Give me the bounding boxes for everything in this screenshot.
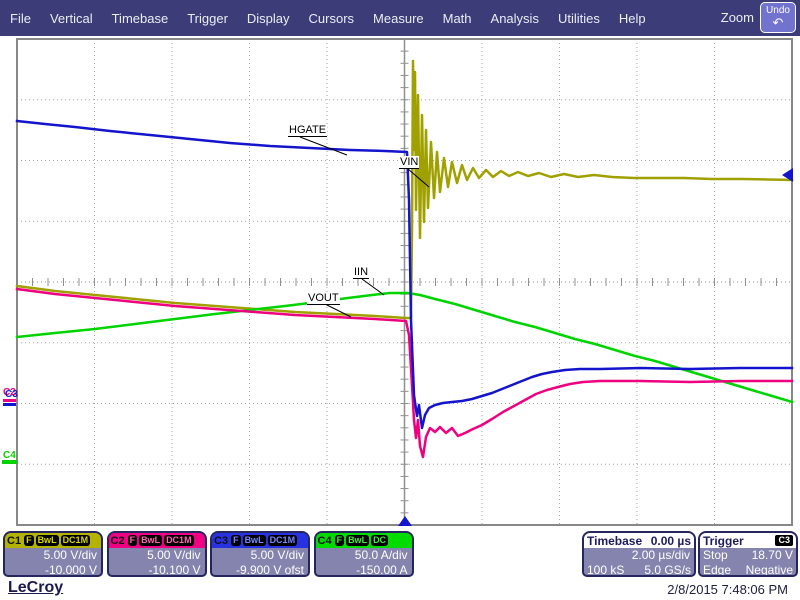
channel-offset: -150.00 A <box>356 563 408 577</box>
channel-id-label: C2 <box>110 534 125 547</box>
trigger-source-badge: C3 <box>775 535 793 546</box>
trigger-slope: Negative <box>745 563 793 577</box>
channel-id-label: C4 <box>317 534 332 547</box>
menu-item-analysis[interactable]: Analysis <box>490 10 539 26</box>
timebase-rate: 5.0 GS/s <box>644 563 691 577</box>
graticule <box>16 38 793 526</box>
channel-badge-bwl: BwL <box>139 535 163 546</box>
channel-header: C4 F BwL DC <box>315 533 412 548</box>
menu-item-timebase[interactable]: Timebase <box>111 10 169 26</box>
channel-box-c4[interactable]: C4 F BwL DC 50.0 A/div -150.00 A <box>313 531 414 577</box>
menu-item-help[interactable]: Help <box>618 10 646 26</box>
timebase-box[interactable]: Timebase 0.00 µs 2.00 µs/div 100 kS 5.0 … <box>582 531 696 577</box>
trigger-level: 18.70 V <box>751 548 793 562</box>
c3-zero-label: C3 <box>5 389 18 400</box>
menu-item-math[interactable]: Math <box>442 10 472 26</box>
label-vin: VIN <box>399 156 420 169</box>
datetime-display: 2/8/2015 7:48:06 PM <box>667 582 788 597</box>
trigger-box[interactable]: Trigger C3 Stop 18.70 V Edge Negative <box>698 531 798 577</box>
trace-c3-hgate <box>15 119 794 430</box>
c2-zero-label: C2 <box>3 387 16 398</box>
c4-zero-label: C4 <box>3 450 16 461</box>
trace-c4-iin <box>15 291 794 404</box>
timebase-delay: 0.00 µs <box>650 533 691 548</box>
channel-scale: 5.00 V/div <box>250 548 304 562</box>
trigger-mode: Stop <box>703 548 728 562</box>
label-leader-lines <box>299 136 430 318</box>
channel-offset: -10.000 V <box>44 563 97 577</box>
channel-id-label: C3 <box>214 534 229 547</box>
undo-arrow-icon: ↶ <box>772 15 784 30</box>
c2-zero-bar <box>3 399 16 402</box>
c3-zero-bar <box>3 403 16 406</box>
trace-c1-vin <box>15 59 794 320</box>
menu-items: File Vertical Timebase Trigger Display Cursor… <box>10 0 646 36</box>
trigger-title: Trigger <box>703 533 744 548</box>
channel-zero-markers: C2 C3 C4 <box>2 387 18 464</box>
undo-button-label: Undo <box>766 5 790 16</box>
undo-button[interactable]: Undo ↶ <box>760 2 796 33</box>
channel-badge-dc1m: DC1M <box>164 535 194 546</box>
channel-badge-f: F <box>24 535 34 546</box>
menu-item-display[interactable]: Display <box>246 10 290 26</box>
channel-badge-f: F <box>231 535 241 546</box>
trace-layer <box>15 59 794 459</box>
label-vout: VOUT <box>307 292 340 305</box>
channel-box-c3[interactable]: C3 F BwL DC1M 5.00 V/div -9.900 V ofst <box>210 531 310 577</box>
menu-item-trigger[interactable]: Trigger <box>187 10 228 26</box>
lecroy-logo: LeCroy <box>8 579 64 596</box>
channel-box-c2[interactable]: C2 F BwL DC1M 5.00 V/div -10.100 V <box>106 531 207 577</box>
label-iin: IIN <box>353 266 370 279</box>
menu-item-file[interactable]: File <box>10 10 31 26</box>
timebase-samples: 100 kS <box>587 563 625 577</box>
timebase-title: Timebase <box>587 533 643 548</box>
menu-item-utilities[interactable]: Utilities <box>557 10 600 26</box>
trigger-level-marker[interactable] <box>782 168 793 182</box>
timebase-scale: 2.00 µs/div <box>631 548 690 562</box>
channel-header: C2 F BwL DC1M <box>108 533 205 548</box>
menu-item-vertical[interactable]: Vertical <box>49 10 93 26</box>
channel-header: C3 F BwL DC1M <box>212 533 308 548</box>
c4-zero-bar <box>2 460 17 464</box>
channel-scale: 5.00 V/div <box>43 548 97 562</box>
channel-badge-f: F <box>127 535 138 546</box>
menu-item-zoom[interactable]: Zoom <box>720 10 754 25</box>
channel-offset: -10.100 V <box>148 563 201 577</box>
menu-item-cursors[interactable]: Cursors <box>308 10 355 26</box>
channel-badge-dc1m: DC1M <box>60 535 91 546</box>
trigger-time-marker[interactable] <box>398 516 412 526</box>
trigger-type: Edge <box>703 563 732 577</box>
menu-bar: File Vertical Timebase Trigger Display Cursor… <box>0 0 800 36</box>
channel-scale: 50.0 A/div <box>354 548 408 562</box>
channel-badge-bwl: BwL <box>242 535 266 546</box>
menu-item-measure[interactable]: Measure <box>373 10 424 26</box>
channel-badge-dc1m: DC1M <box>267 535 298 546</box>
label-hgate: HGATE <box>288 124 328 137</box>
channel-badge-dc: DC <box>371 535 389 546</box>
channel-badge-f: F <box>334 535 345 546</box>
channel-badge-bwl: BwL <box>346 535 370 546</box>
channel-scale: 5.00 V/div <box>147 548 201 562</box>
channel-id-label: C1 <box>7 534 22 547</box>
channel-badge-bwl: BwL <box>35 535 59 546</box>
channel-offset: -9.900 V ofst <box>235 563 304 577</box>
channel-box-c1[interactable]: C1 F BwL DC1M 5.00 V/div -10.000 V <box>3 531 103 577</box>
trace-c2-vout <box>15 287 794 459</box>
channel-header: C1 F BwL DC1M <box>5 533 101 548</box>
